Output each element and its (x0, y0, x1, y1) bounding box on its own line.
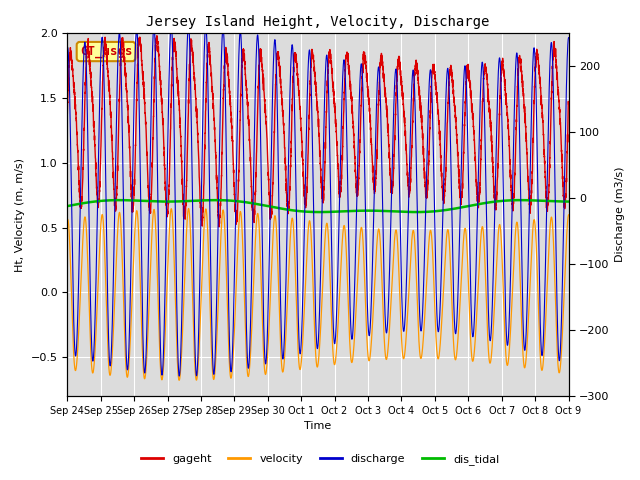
Y-axis label: Ht, Velocity (m, m/s): Ht, Velocity (m, m/s) (15, 157, 25, 272)
Legend: gageht, velocity, discharge, dis_tidal: gageht, velocity, discharge, dis_tidal (136, 450, 504, 469)
X-axis label: Time: Time (304, 421, 332, 432)
Y-axis label: Discharge (m3/s): Discharge (m3/s) (615, 167, 625, 262)
Text: GT_usgs: GT_usgs (80, 45, 132, 58)
Title: Jersey Island Height, Velocity, Discharge: Jersey Island Height, Velocity, Discharg… (146, 15, 490, 29)
